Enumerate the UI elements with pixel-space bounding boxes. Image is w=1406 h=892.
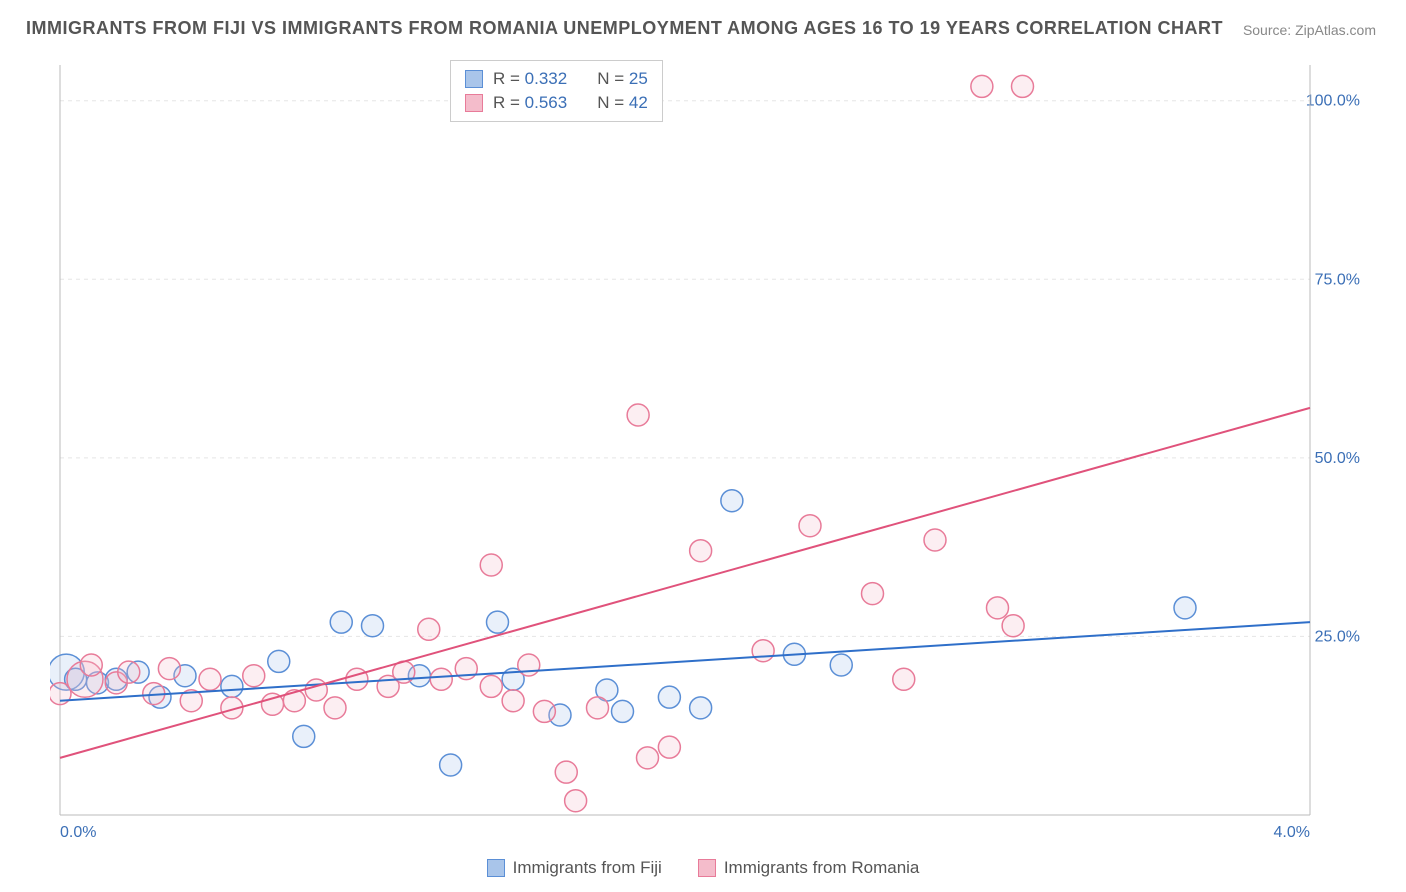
n-label: N = 25 [597, 69, 648, 89]
svg-text:50.0%: 50.0% [1315, 450, 1360, 467]
legend-label: Immigrants from Romania [724, 858, 920, 878]
svg-text:25.0%: 25.0% [1315, 628, 1360, 645]
correlation-legend: R = 0.332 N = 25 R = 0.563 N = 42 [450, 60, 663, 122]
chart-title: IMMIGRANTS FROM FIJI VS IMMIGRANTS FROM … [26, 18, 1223, 39]
stat-row: R = 0.563 N = 42 [465, 91, 648, 115]
svg-text:100.0%: 100.0% [1306, 93, 1360, 110]
legend-swatch [465, 70, 483, 88]
svg-text:0.0%: 0.0% [60, 824, 96, 841]
svg-text:4.0%: 4.0% [1274, 824, 1310, 841]
scatter-chart: 25.0% 50.0% 75.0% 100.0% 0.0% 4.0% [50, 55, 1380, 845]
r-label: R = 0.563 [493, 93, 567, 113]
svg-text:75.0%: 75.0% [1315, 271, 1360, 288]
legend-item: Immigrants from Fiji [487, 858, 662, 878]
source-label: Source: ZipAtlas.com [1243, 22, 1376, 38]
r-label: R = 0.332 [493, 69, 567, 89]
legend-swatch [487, 859, 505, 877]
stat-row: R = 0.332 N = 25 [465, 67, 648, 91]
legend-swatch [465, 94, 483, 112]
legend-label: Immigrants from Fiji [513, 858, 662, 878]
series-legend: Immigrants from Fiji Immigrants from Roma… [0, 858, 1406, 882]
legend-swatch [698, 859, 716, 877]
n-label: N = 42 [597, 93, 648, 113]
legend-item: Immigrants from Romania [698, 858, 920, 878]
